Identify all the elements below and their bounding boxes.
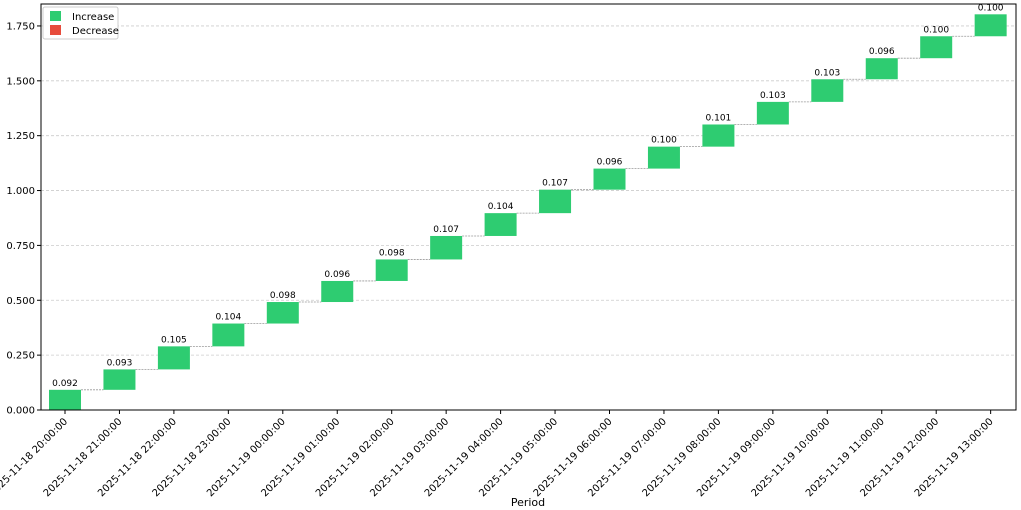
legend-label-decrease: Decrease <box>72 26 119 37</box>
y-tick-label: 1.750 <box>6 21 35 32</box>
bar-value-label: 0.092 <box>52 379 78 389</box>
waterfall-bar <box>974 14 1007 37</box>
waterfall-bar <box>375 259 408 281</box>
bar-value-label: 0.096 <box>597 158 623 168</box>
legend-frame <box>42 6 119 40</box>
waterfall-bar <box>321 280 354 303</box>
waterfall-bar <box>157 346 190 370</box>
waterfall-bar <box>539 189 572 214</box>
waterfall-bar <box>756 101 789 125</box>
grid-lines <box>41 25 1016 356</box>
y-tick-label: 1.000 <box>6 186 35 197</box>
waterfall-bar <box>430 235 463 260</box>
legend-swatch-increase <box>50 11 61 21</box>
y-tick-label: 1.500 <box>6 76 35 87</box>
x-axis-title: Period <box>511 496 545 509</box>
bar-value-label: 0.107 <box>433 225 459 235</box>
bar-value-label: 0.107 <box>542 179 568 189</box>
waterfall-bar <box>266 302 299 324</box>
y-tick-label: 0.750 <box>6 241 35 252</box>
y-tick-label: 0.250 <box>6 351 35 362</box>
legend-swatch-decrease <box>50 25 61 35</box>
waterfall-bar <box>865 58 898 80</box>
bar-value-label: 0.100 <box>651 136 677 146</box>
bar-value-label: 0.105 <box>161 335 187 345</box>
bar-value-label: 0.096 <box>869 47 895 57</box>
waterfall-bar <box>811 79 844 102</box>
y-tick-label: 0.500 <box>6 296 35 307</box>
bars <box>49 14 1007 410</box>
waterfall-bar <box>593 168 626 190</box>
bar-value-label: 0.100 <box>978 3 1004 13</box>
waterfall-bar <box>702 124 735 147</box>
bar-value-label: 0.098 <box>270 291 296 301</box>
legend: Increase Decrease <box>42 6 119 40</box>
bar-value-label: 0.103 <box>814 68 840 78</box>
waterfall-bar <box>103 369 136 390</box>
waterfall-bar <box>647 146 680 169</box>
bar-value-label: 0.096 <box>324 270 350 280</box>
plot-frame <box>40 3 1017 411</box>
y-axis: 0.000 0.250 0.500 0.750 1.000 1.250 1.500 1.750 <box>6 21 41 417</box>
waterfall-bar <box>484 213 517 236</box>
bar-value-label: 0.104 <box>215 313 241 323</box>
bar-value-label: 0.104 <box>488 202 514 212</box>
waterfall-bar <box>212 323 245 347</box>
y-tick-label: 0.000 <box>6 406 35 417</box>
waterfall-bar <box>920 36 953 59</box>
bar-value-labels: 0.092 0.093 0.105 0.104 0.098 0.096 0.098 0.107… <box>52 3 1004 388</box>
bar-value-label: 0.100 <box>923 25 949 35</box>
bar-value-label: 0.101 <box>706 113 732 123</box>
legend-label-increase: Increase <box>72 12 114 23</box>
bar-value-label: 0.103 <box>760 91 786 101</box>
connector-lines <box>81 35 975 391</box>
waterfall-bar <box>49 389 81 410</box>
bar-value-label: 0.093 <box>107 358 133 368</box>
y-tick-label: 1.250 <box>6 131 35 142</box>
bar-value-label: 0.098 <box>379 248 405 258</box>
